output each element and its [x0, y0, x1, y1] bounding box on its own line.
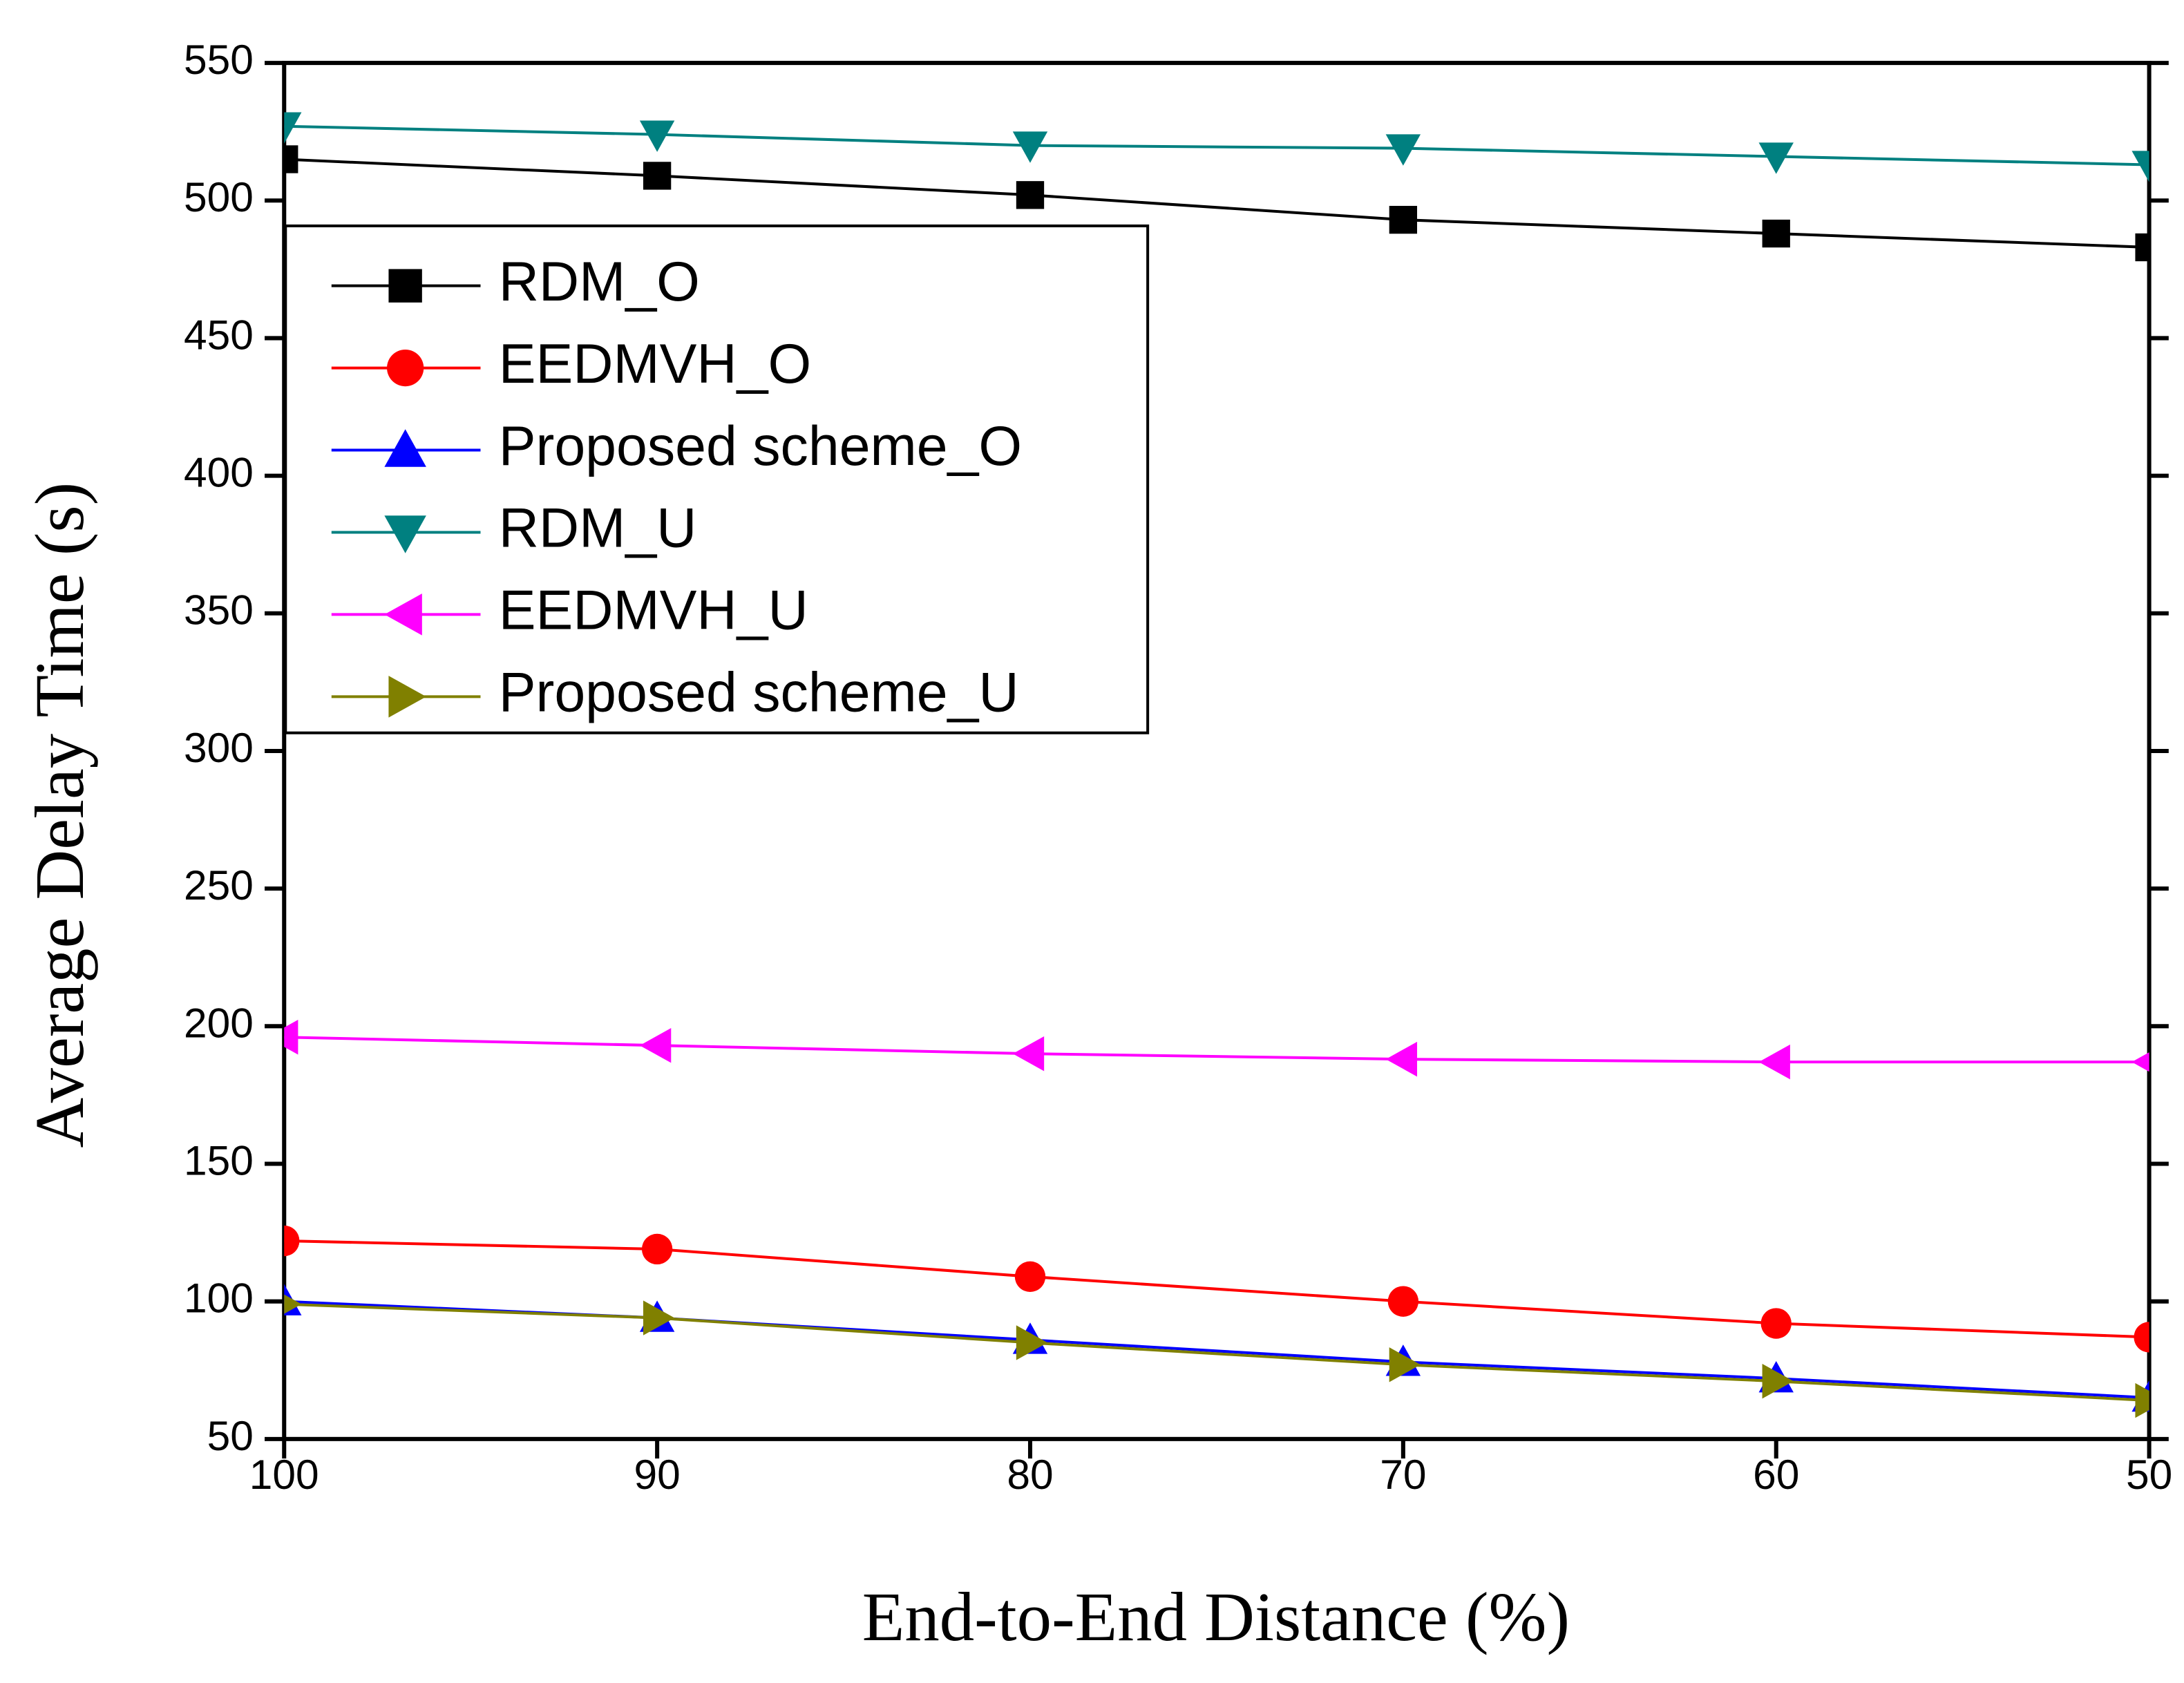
marker [1385, 1041, 1418, 1077]
legend-label: Proposed scheme_O [499, 415, 1022, 477]
marker [284, 1225, 300, 1257]
legend-box [284, 224, 1150, 734]
marker [1016, 181, 1045, 209]
legend-marker [384, 593, 422, 636]
plot-frame [282, 61, 2152, 1441]
legend-label: RDM_U [499, 497, 697, 560]
y-tick-label: 550 [184, 36, 254, 83]
marker [1760, 1308, 1792, 1339]
marker [1758, 1044, 1790, 1080]
series-line [284, 158, 2149, 249]
marker [639, 120, 675, 152]
x-tick-label: 70 [1380, 1451, 1426, 1498]
marker [1385, 134, 1421, 166]
legend-marker [384, 429, 426, 467]
marker [1389, 1347, 1421, 1382]
marker [1387, 1286, 1419, 1317]
marker [284, 1294, 302, 1314]
x-axis-title: End-to-End Distance (%) [862, 1578, 1570, 1655]
y-tick-label: 450 [184, 311, 254, 358]
marker [284, 145, 298, 173]
marker [1389, 205, 1418, 234]
marker [1014, 1261, 1046, 1292]
marker [1016, 1325, 1048, 1360]
marker [641, 1233, 673, 1265]
legend-marker [388, 269, 422, 303]
marker [1012, 131, 1048, 163]
marker [2134, 1322, 2149, 1353]
y-tick-label: 400 [184, 449, 254, 496]
y-axis-title: Average Delay Time (s) [21, 482, 98, 1148]
y-tick-label: 50 [207, 1412, 254, 1459]
legend-marker [387, 349, 424, 387]
series-line [284, 1036, 2149, 1064]
marker [1762, 1363, 1794, 1399]
x-tick-label: 80 [1007, 1451, 1053, 1498]
legend-label: EEDMVH_U [499, 580, 808, 642]
marker [284, 1020, 298, 1055]
x-tick-label: 100 [249, 1451, 319, 1498]
marker [284, 112, 302, 144]
y-tick-label: 350 [184, 587, 254, 634]
legend-label: Proposed scheme_U [499, 662, 1019, 724]
series-line [284, 1239, 2149, 1339]
x-tick-label: 60 [1753, 1451, 1799, 1498]
series-line [284, 124, 2149, 167]
legend-marker [388, 676, 426, 718]
marker [2135, 233, 2149, 262]
legend-label: RDM_O [499, 251, 700, 313]
marker [1758, 142, 1794, 174]
x-tick-label: 50 [2126, 1451, 2172, 1498]
legend-label: EEDMVH_O [499, 333, 812, 395]
y-tick-label: 250 [184, 862, 254, 909]
marker [643, 1300, 675, 1335]
legend-marker [384, 515, 426, 553]
marker [2131, 1052, 2149, 1072]
y-tick-label: 300 [184, 724, 254, 771]
y-tick-label: 200 [184, 999, 254, 1046]
x-tick-label: 90 [634, 1451, 680, 1498]
y-tick-label: 150 [184, 1137, 254, 1183]
plot-area [284, 112, 2149, 1418]
series-line [284, 1302, 2149, 1402]
y-tick-label: 500 [184, 173, 254, 220]
marker [2131, 151, 2149, 182]
marker [2135, 1382, 2149, 1418]
marker [1012, 1036, 1045, 1072]
y-tick-label: 100 [184, 1275, 254, 1322]
marker [639, 1027, 672, 1063]
marker [1762, 219, 1790, 248]
marker [643, 162, 672, 190]
